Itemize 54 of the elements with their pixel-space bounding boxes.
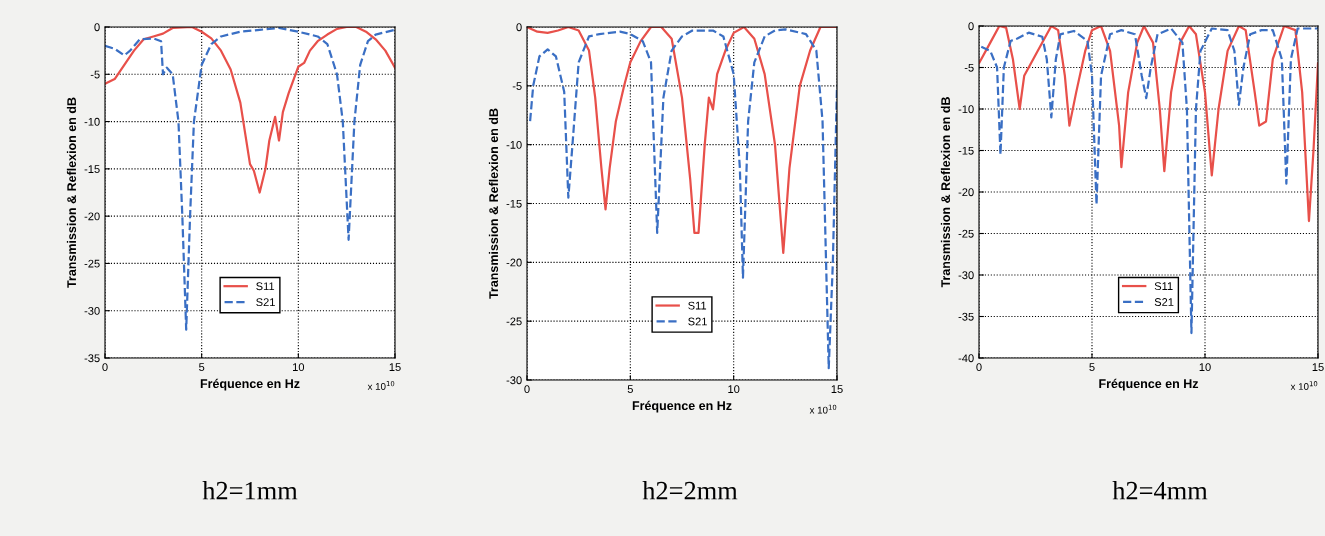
y-axis-title: Transmission & Reflexion en dB <box>488 108 499 299</box>
x-tick-label: 15 <box>831 385 843 394</box>
text: x 10$^{10}$ <box>367 381 395 390</box>
y-tick-label: -30 <box>84 306 100 315</box>
y-axis-title: Transmission & Reflexion en dB <box>940 97 951 288</box>
y-tick-label: -5 <box>512 82 522 90</box>
x-tick-label: 10 <box>728 385 740 394</box>
x-tick-label: 10 <box>293 363 305 372</box>
y-tick-label: -5 <box>90 70 100 79</box>
y-tick-label: -35 <box>84 354 100 363</box>
y-tick-label: -10 <box>958 105 974 114</box>
y-tick-label: -20 <box>958 188 974 197</box>
x-tick-label: 5 <box>627 385 633 394</box>
legend-label: S21 <box>1154 298 1174 306</box>
y-tick-label: -35 <box>958 312 974 321</box>
x-axis-title: Fréquence en Hz <box>1099 378 1199 391</box>
y-tick-label: -25 <box>84 259 100 268</box>
x-tick-label: 15 <box>389 363 401 372</box>
y-axis-title: Transmission & Reflexion en dB <box>66 97 77 288</box>
x-axis-title: Fréquence en Hz <box>200 378 300 391</box>
y-tick-label: 0 <box>94 23 100 32</box>
y-tick-label: -20 <box>506 258 522 267</box>
text: x 10$^{10}$ <box>1290 381 1318 390</box>
y-tick-label: -20 <box>84 212 100 221</box>
y-tick-label: 0 <box>968 22 974 31</box>
y-tick-label: -10 <box>506 140 522 149</box>
x-tick-label: 15 <box>1312 363 1324 372</box>
legend-label: S11 <box>688 301 707 310</box>
legend-label: S21 <box>256 298 275 307</box>
x-tick-label: 0 <box>976 363 982 372</box>
y-tick-label: -10 <box>84 117 100 126</box>
text: h2=2mm <box>642 481 738 500</box>
y-tick-label: 0 <box>516 23 522 32</box>
y-tick-label: -25 <box>958 229 974 238</box>
legend-label: S21 <box>688 317 707 326</box>
text: x 10$^{10}$ <box>809 404 837 414</box>
y-tick-label: -15 <box>506 199 522 208</box>
text: h2=4mm <box>1112 481 1208 500</box>
y-tick-label: -30 <box>506 376 522 385</box>
x-tick-label: 10 <box>1199 363 1211 372</box>
x-tick-label: 0 <box>102 363 108 372</box>
legend-label: S11 <box>1154 282 1173 291</box>
legend-label: S11 <box>256 282 275 291</box>
x-tick-label: 0 <box>524 385 530 394</box>
y-tick-label: -30 <box>958 271 974 280</box>
x-axis-title: Fréquence en Hz <box>632 400 732 413</box>
y-tick-label: -5 <box>964 63 974 72</box>
y-tick-label: -25 <box>506 317 522 326</box>
y-tick-label: -40 <box>958 354 974 363</box>
y-tick-label: -15 <box>958 146 974 155</box>
y-tick-label: -15 <box>84 165 100 173</box>
x-tick-label: 5 <box>199 363 205 372</box>
text: h2=1mm <box>202 481 298 500</box>
x-tick-label: 5 <box>1089 363 1095 372</box>
